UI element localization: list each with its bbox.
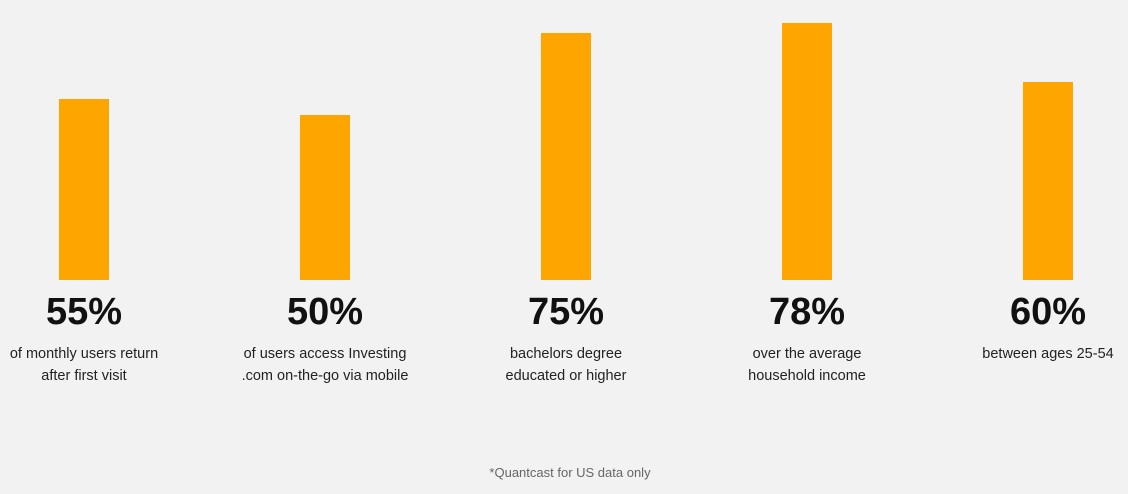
category-label: between ages 25-54 (938, 343, 1128, 365)
footnote: *Quantcast for US data only (489, 465, 651, 480)
category-label: of users access Investing .com on-the-go … (215, 343, 435, 387)
category-label-line: of users access Investing (243, 346, 407, 362)
value-label: 50% (286, 291, 364, 333)
value-label: 60% (1009, 291, 1087, 333)
bar (782, 22, 832, 280)
category-label-line: household income (748, 368, 866, 384)
category-label-line: .com on-the-go via mobile (241, 368, 409, 384)
category-label: of monthly users return after first visit (0, 343, 194, 387)
bar (541, 32, 591, 280)
category-label: over the average household income (697, 343, 917, 387)
category-label-line: of monthly users return (9, 346, 159, 362)
bar (59, 98, 109, 280)
value-label: 75% (527, 291, 605, 333)
category-label-line: over the average (752, 346, 862, 362)
category-label-line: educated or higher (505, 368, 627, 384)
bar (1023, 82, 1073, 280)
category-label: bachelors degree educated or higher (456, 343, 676, 387)
value-label: 78% (768, 291, 846, 333)
bar (300, 115, 350, 280)
category-label-line: after first visit (41, 368, 127, 384)
category-label-line: bachelors degree (509, 346, 623, 362)
value-label: 55% (45, 291, 123, 333)
category-label-line: between ages 25-54 (982, 346, 1114, 362)
